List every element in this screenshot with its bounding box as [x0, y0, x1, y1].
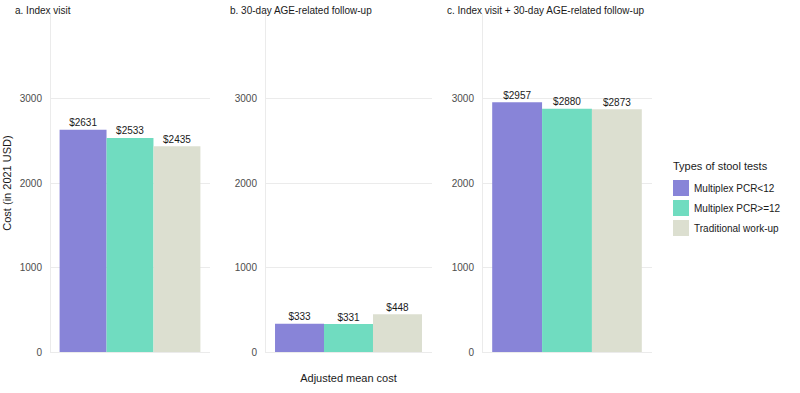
svg-text:Multiplex PCR>=12: Multiplex PCR>=12 [694, 203, 781, 214]
svg-text:1000: 1000 [235, 262, 258, 273]
svg-text:3000: 3000 [20, 93, 43, 104]
svg-text:3000: 3000 [235, 93, 258, 104]
svg-text:b. 30-day AGE-related follow-u: b. 30-day AGE-related follow-up [230, 5, 372, 16]
svg-text:1000: 1000 [452, 262, 475, 273]
svg-text:Cost (in 2021 USD): Cost (in 2021 USD) [1, 135, 13, 230]
svg-text:c. Index visit + 30-day AGE-re: c. Index visit + 30-day AGE-related foll… [447, 5, 644, 16]
svg-text:Adjusted mean cost: Adjusted mean cost [300, 372, 397, 384]
svg-text:$2435: $2435 [163, 134, 191, 145]
svg-text:0: 0 [251, 347, 257, 358]
svg-text:1000: 1000 [20, 262, 43, 273]
svg-text:$2631: $2631 [69, 117, 97, 128]
svg-text:$333: $333 [288, 311, 311, 322]
svg-text:2000: 2000 [452, 178, 475, 189]
svg-text:Traditional work-up: Traditional work-up [694, 223, 779, 234]
svg-text:$2957: $2957 [503, 90, 531, 101]
svg-text:3000: 3000 [452, 93, 475, 104]
svg-text:0: 0 [36, 347, 42, 358]
svg-text:0: 0 [468, 347, 474, 358]
svg-text:a. Index visit: a. Index visit [15, 5, 71, 16]
svg-text:Types of stool tests: Types of stool tests [673, 160, 768, 172]
svg-text:Multiplex PCR<12: Multiplex PCR<12 [694, 183, 775, 194]
svg-text:2000: 2000 [20, 178, 43, 189]
svg-text:$448: $448 [386, 302, 409, 313]
svg-text:$2873: $2873 [603, 97, 631, 108]
svg-text:$2880: $2880 [553, 96, 581, 107]
svg-text:$331: $331 [337, 312, 360, 323]
svg-text:2000: 2000 [235, 178, 258, 189]
svg-text:$2533: $2533 [116, 125, 144, 136]
